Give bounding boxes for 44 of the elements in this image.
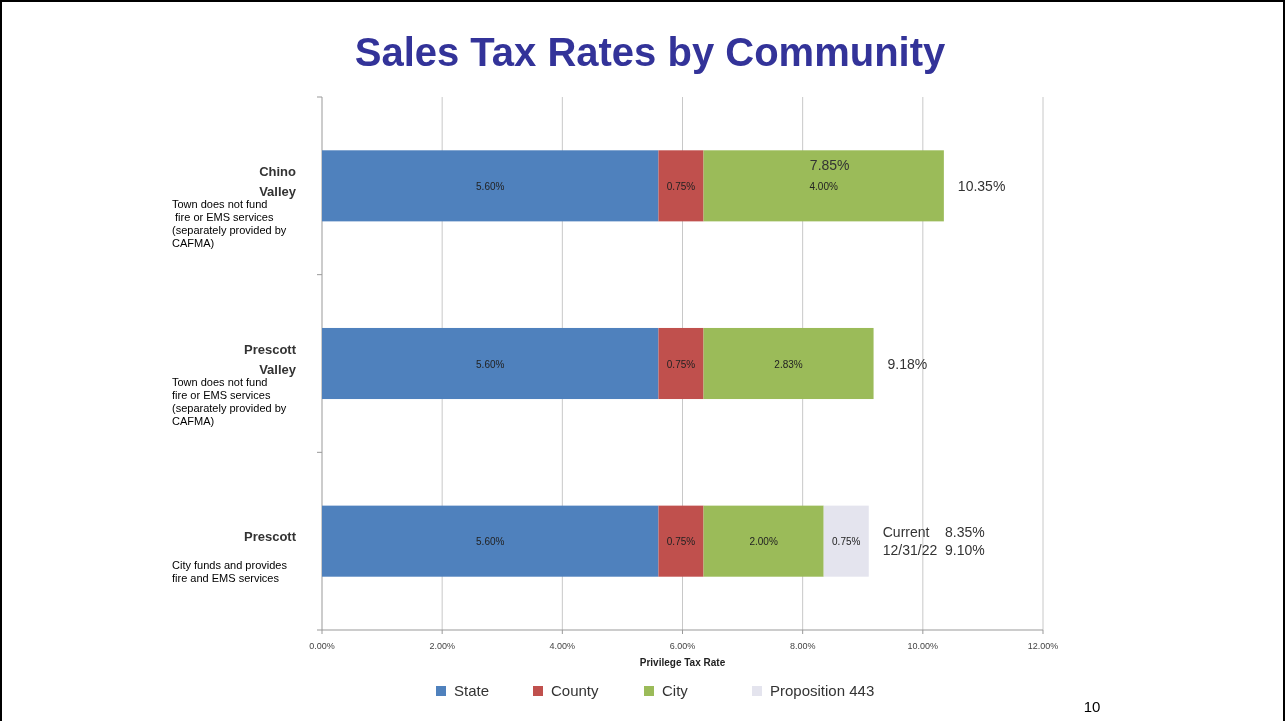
y-tick-label: Chino Valley <box>259 163 297 199</box>
data-label: 4.00% <box>809 180 838 192</box>
text: 10 <box>1083 698 1101 715</box>
data-label: 0.75% <box>832 536 861 548</box>
legend-label: Proposition 443 <box>770 682 875 699</box>
data-label: 2.00% <box>749 536 778 548</box>
x-tick-label: 0.00% <box>309 641 335 651</box>
bar <box>703 505 824 577</box>
x-tick-label: 10.00% <box>907 641 939 651</box>
total-label: 9.18% <box>887 355 928 372</box>
bar <box>703 150 944 222</box>
text: City funds and provides fire and EMS services <box>172 559 288 585</box>
bar <box>703 327 874 400</box>
bar <box>823 505 869 577</box>
x-tick-label: 2.00% <box>429 641 455 651</box>
legend-label: State <box>454 682 490 699</box>
bar <box>658 150 704 222</box>
x-axis-title: Privilege Tax Rate <box>639 657 726 668</box>
y-tick-label: Prescott Valley <box>243 341 297 377</box>
data-label: 5.60% <box>476 180 505 192</box>
bar <box>658 327 704 400</box>
data-label: 2.83% <box>774 358 803 370</box>
x-tick-label: 8.00% <box>789 641 816 651</box>
total-label: 10.35% <box>957 177 1006 194</box>
bar <box>322 505 659 577</box>
total-label: Current 8.35% 12/31/22 9.10% <box>882 524 985 559</box>
bar <box>322 327 659 400</box>
bar <box>322 150 659 222</box>
text: Town does not fund fire or EMS services (separately provided by CAFMA) <box>172 375 287 427</box>
data-label: 0.75% <box>666 536 696 548</box>
data-label: 5.60% <box>476 536 505 548</box>
legend-label: City <box>662 682 689 699</box>
y-tick-label: Prescott <box>243 529 297 545</box>
chart-title: Sales Tax Rates by Community <box>354 30 947 74</box>
data-label: 0.75% <box>666 358 696 370</box>
data-label: 0.75% <box>666 180 696 192</box>
annotation: 7.85% <box>809 157 850 174</box>
x-tick-label: 4.00% <box>549 641 576 651</box>
x-tick-label: 12.00% <box>1027 641 1059 651</box>
bar <box>658 505 704 577</box>
text: Town does not fund fire or EMS services (separately provided by CAFMA) <box>172 197 287 249</box>
legend-label: County <box>551 682 600 699</box>
x-tick-label: 6.00% <box>669 641 696 651</box>
data-label: 5.60% <box>476 358 505 370</box>
